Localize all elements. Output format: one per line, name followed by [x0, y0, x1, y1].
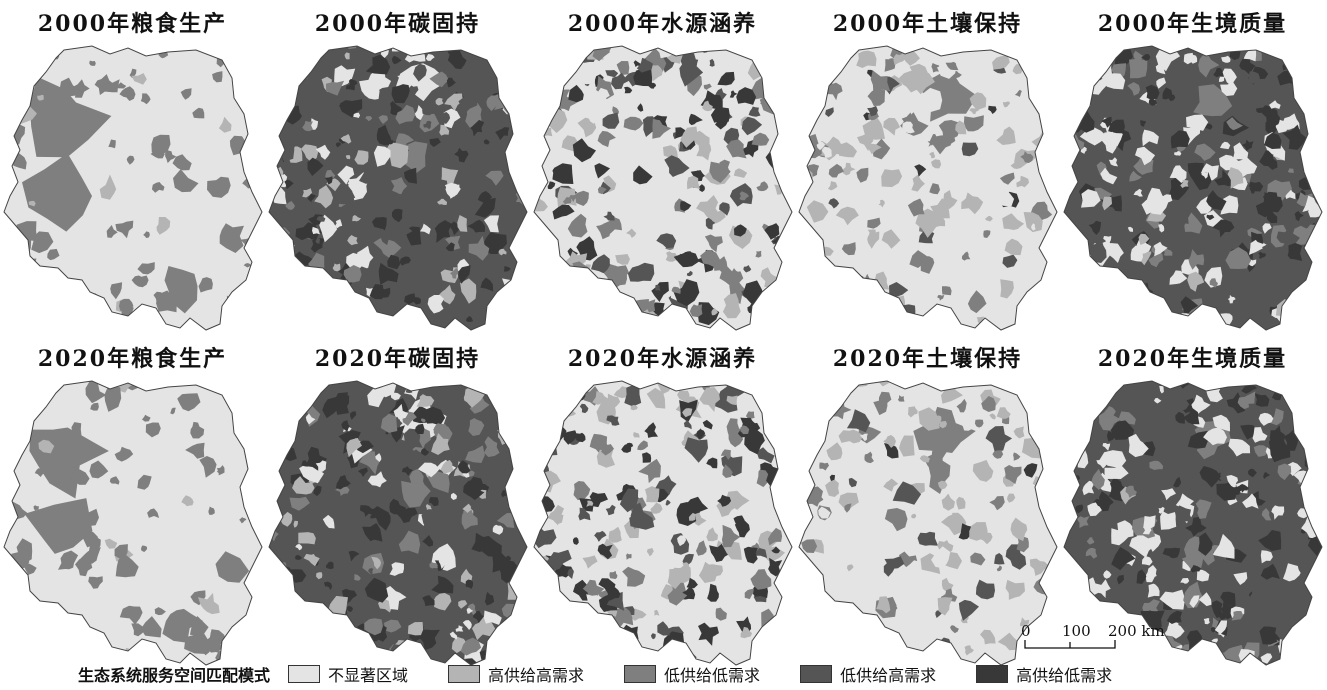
legend-item-high-low: 高供给低需求 [976, 662, 1112, 686]
legend: 生态系统服务空间匹配模式 不显著区域 高供给高需求 低供给低需求 低供给高需求 … [78, 662, 1112, 686]
map-fill [1064, 46, 1322, 330]
map-2000-carbon [268, 45, 528, 331]
map-panel-2020-soil: 2020年土壤保持 [795, 335, 1060, 666]
map-panel-2020-carbon: 2020年碳固持 [265, 335, 530, 666]
map-2000-soil [798, 45, 1058, 331]
panel-title: 2000年水源涵养 [567, 11, 758, 37]
map-fill [4, 46, 262, 330]
map-2020-soil [798, 380, 1058, 666]
map-fill [534, 46, 792, 330]
legend-item-not-significant: 不显著区域 [288, 662, 408, 686]
map-panel-2000-soil: 2000年土壤保持 [795, 0, 1060, 331]
scale-tick-0: 0 [1021, 622, 1031, 640]
legend-swatch [288, 665, 321, 683]
legend-label: 不显著区域 [328, 666, 409, 685]
legend-item-low-low: 低供给低需求 [624, 662, 760, 686]
map-panel-2020-food: 2020年粮食生产 [0, 335, 265, 666]
panel-title: 2020年生境质量 [1097, 346, 1288, 372]
map-fill [799, 46, 1057, 330]
map-2000-food [3, 45, 263, 331]
map-fill [269, 46, 527, 330]
panel-title: 2000年土壤保持 [832, 11, 1023, 37]
legend-item-high-high: 高供给高需求 [448, 662, 584, 686]
panel-title: 2020年粮食生产 [37, 346, 228, 372]
province-outline [268, 45, 528, 331]
panel-title: 2000年碳固持 [314, 11, 481, 37]
map-panel-2000-habitat: 2000年生境质量 [1060, 0, 1325, 331]
panel-title: 2000年生境质量 [1097, 11, 1288, 37]
legend-label: 高供给高需求 [488, 666, 585, 685]
legend-title: 生态系统服务空间匹配模式 [78, 666, 271, 685]
scale-bar: 0 100 200 km [1020, 622, 1170, 652]
scale-tick-200: 200 km [1108, 622, 1165, 640]
legend-label: 高供给低需求 [1016, 666, 1113, 685]
map-fill [4, 381, 262, 665]
province-outline [3, 45, 263, 331]
scale-tick-100: 100 [1062, 622, 1091, 640]
province-outline [533, 380, 793, 666]
map-fill [534, 381, 792, 665]
legend-label: 低供给高需求 [840, 666, 937, 685]
map-2000-habitat [1063, 45, 1323, 331]
panel-title: 2020年水源涵养 [567, 346, 758, 372]
province-outline [1063, 45, 1323, 331]
province-outline [798, 380, 1058, 666]
map-panel-2000-food: 2000年粮食生产 [0, 0, 265, 331]
province-outline [1063, 380, 1323, 666]
legend-swatch [624, 665, 657, 683]
panel-title: 2000年粮食生产 [37, 11, 228, 37]
legend-label: 低供给低需求 [664, 666, 761, 685]
legend-swatch [800, 665, 833, 683]
legend-swatch [976, 665, 1009, 683]
map-2020-water [533, 380, 793, 666]
scale-bar-line [1024, 640, 1116, 649]
province-outline [268, 380, 528, 666]
map-panel-2020-water: 2020年水源涵养 [530, 335, 795, 666]
province-outline [3, 380, 263, 666]
panel-title: 2020年土壤保持 [832, 346, 1023, 372]
map-2000-water [533, 45, 793, 331]
map-panel-2000-water: 2000年水源涵养 [530, 0, 795, 331]
map-2020-carbon [268, 380, 528, 666]
legend-swatch [448, 665, 481, 683]
map-fill [269, 381, 527, 665]
legend-item-low-high: 低供给高需求 [800, 662, 936, 686]
province-outline [798, 45, 1058, 331]
map-panel-2000-carbon: 2000年碳固持 [265, 0, 530, 331]
map-2020-food [3, 380, 263, 666]
province-outline [533, 45, 793, 331]
map-panel-2020-habitat: 2020年生境质量 [1060, 335, 1325, 666]
panel-title: 2020年碳固持 [314, 346, 481, 372]
map-2020-habitat [1063, 380, 1323, 666]
